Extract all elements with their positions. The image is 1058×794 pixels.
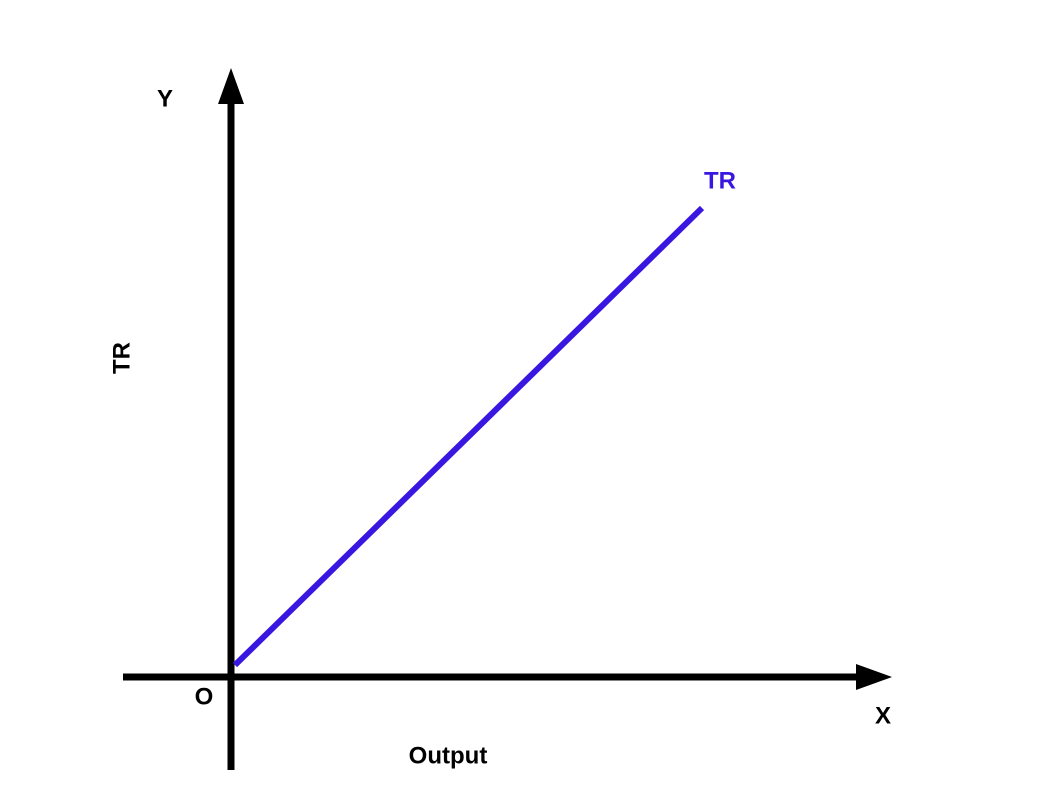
y-label: Y <box>157 85 173 112</box>
y-title: TR <box>108 342 135 374</box>
x-arrow <box>856 664 892 690</box>
y-arrow <box>218 68 244 104</box>
tr-curve <box>232 205 705 668</box>
x-title: Output <box>409 742 488 769</box>
x-label: X <box>875 702 891 729</box>
curve-label: TR <box>704 167 736 194</box>
origin-label: O <box>195 683 214 710</box>
